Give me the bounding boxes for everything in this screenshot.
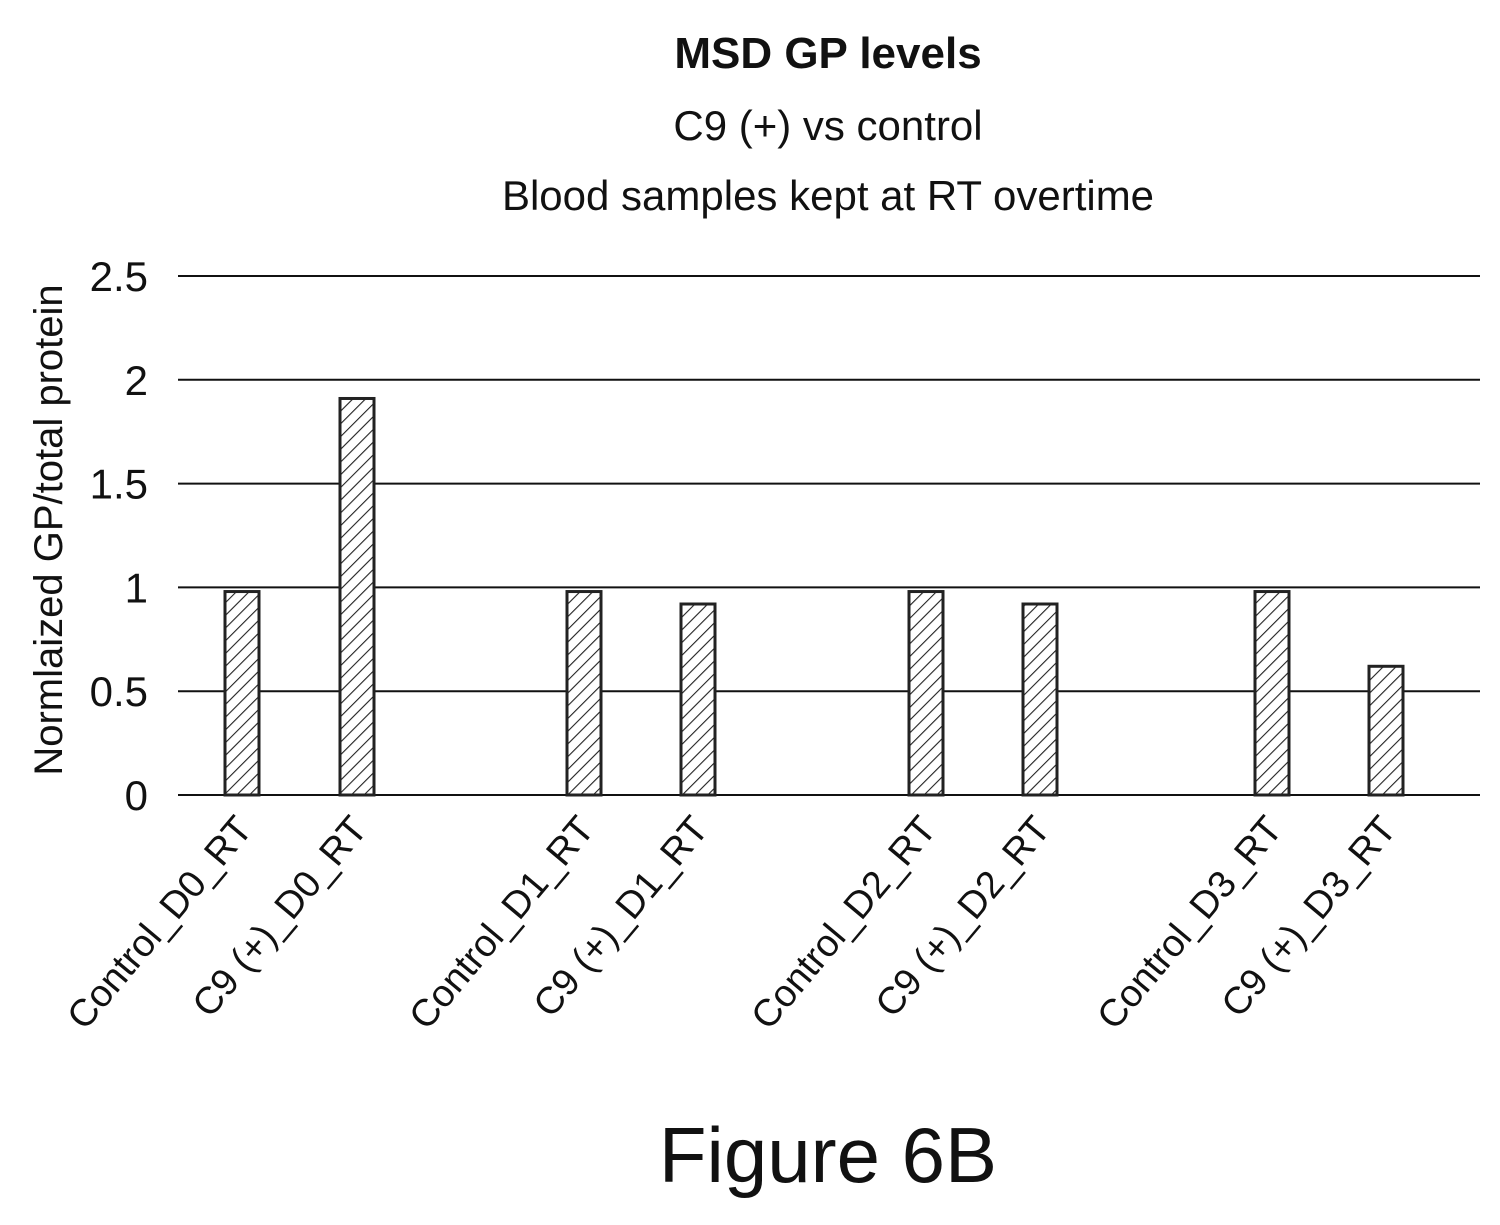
chart-subtitle-line-2: Blood samples kept at RT overtime — [502, 172, 1154, 219]
y-axis-ticks: 0 0.5 1 1.5 2 2.5 — [90, 253, 148, 819]
y-tick-label: 2 — [125, 357, 148, 404]
y-tick-label: 0 — [125, 772, 148, 819]
y-tick-label: 1 — [125, 564, 148, 611]
bar — [223, 590, 261, 797]
bar — [338, 396, 376, 797]
chart-subtitle-line-1: C9 (+) vs control — [673, 102, 982, 149]
y-tick-label: 2.5 — [90, 253, 148, 300]
bar — [1021, 602, 1059, 797]
y-axis-label: Normlaized GP/total protein — [27, 284, 71, 775]
bar — [679, 602, 717, 797]
bar — [1367, 664, 1405, 797]
y-tick-label: 1.5 — [90, 461, 148, 508]
bar — [1253, 590, 1291, 797]
y-tick-label: 0.5 — [90, 668, 148, 715]
bar — [565, 590, 603, 797]
bars — [223, 396, 1405, 797]
figure-caption: Figure 6B — [659, 1111, 997, 1199]
chart-title: MSD GP levels — [674, 29, 981, 78]
bar — [907, 590, 945, 797]
